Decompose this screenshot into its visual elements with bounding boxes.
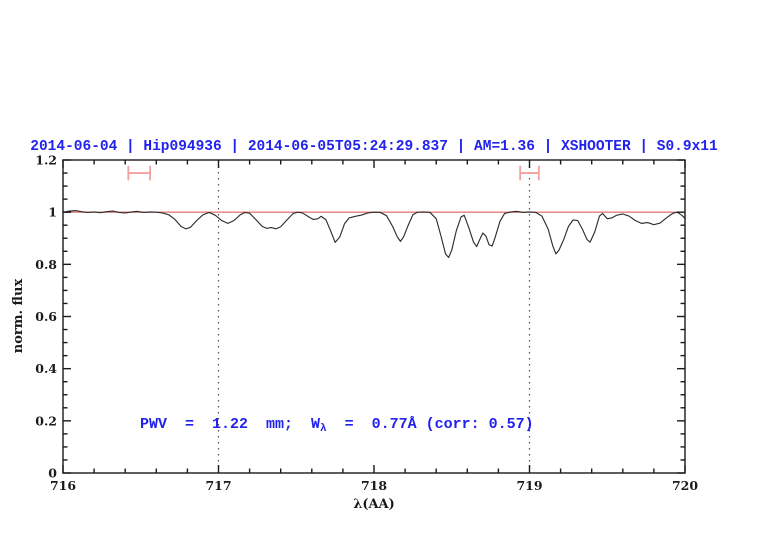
x-tick-label: 718 [361,478,387,493]
spectrum-line [62,210,686,259]
y-tick-label: 0.4 [35,361,57,376]
pwv-annotation-prefix: PWV = 1.22 mm; W [140,416,320,433]
x-tick-label: 717 [205,478,231,493]
pwv-annotation-subscript: λ [320,423,327,435]
x-tick-label: 719 [516,478,542,493]
y-tick-label: 0 [48,466,57,481]
pwv-annotation: PWV = 1.22 mm; Wλ = 0.77Å (corr: 0.57) [140,416,534,435]
x-axis-label: λ(AA) [353,497,395,512]
y-axis-label: norm. flux [11,279,26,354]
y-tick-label: 1.2 [35,153,57,168]
x-tick-label: 716 [50,478,76,493]
y-tick-label: 0.8 [35,257,57,272]
x-tick-label: 720 [672,478,698,493]
data-layer [62,210,686,259]
pwv-annotation-suffix: = 0.77Å (corr: 0.57) [327,416,534,433]
band-marker [519,165,540,181]
band-marker [127,165,151,181]
axes-frame-layer: 716 717 718 719 720 0 0.2 0.4 0.6 0.8 1 1.2 [35,153,698,494]
plot-title: 2014-06-04 | Hip094936 | 2014-06-05T05:2… [30,139,718,155]
y-tick-label: 1 [48,205,57,220]
y-tick-label: 0.2 [35,413,57,428]
y-tick-label: 0.6 [35,309,57,324]
